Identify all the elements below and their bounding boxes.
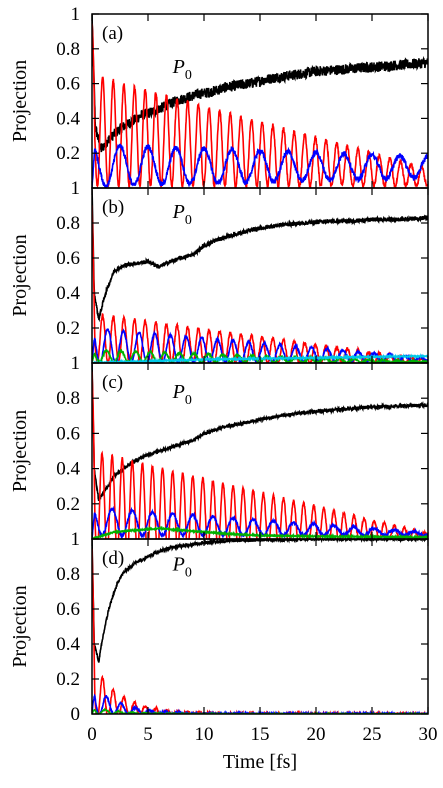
y-tick-label: 0.6 (56, 599, 80, 620)
series-line-1 (92, 539, 428, 663)
series-line-3 (92, 505, 428, 539)
p0-annotation: P0 (172, 554, 192, 581)
series-line-2 (92, 548, 428, 714)
y-tick-label: 0.4 (56, 634, 80, 655)
panel-label: (b) (102, 197, 124, 218)
panel-a: 1 0.2 0.4 0.6 0.8 1 Projection (a) P0 (9, 4, 429, 199)
x-tick-label: 25 (363, 724, 382, 745)
x-tick-label: 5 (143, 724, 153, 745)
plot-frame (91, 362, 429, 540)
y-tick-label: 0 (71, 704, 81, 725)
y-tick-label: 1 (71, 529, 81, 550)
y-tick-label: 0.6 (56, 74, 80, 95)
series-line-3 (92, 143, 428, 188)
p0-subscript: 0 (185, 213, 192, 228)
y-axis-title: Projection (9, 585, 31, 667)
y-tick-label: 0.8 (56, 213, 80, 234)
panel-label: (c) (102, 372, 123, 393)
panel-label: (d) (102, 548, 124, 569)
p0-annotation: P0 (172, 56, 192, 83)
series-line-1 (92, 363, 428, 501)
y-tick-label: 0.4 (56, 459, 80, 480)
panel-d: 0 0.2 0.4 0.6 0.8 0 5 10 15 20 25 30 Projection Time … (9, 538, 438, 773)
y-tick-label: 0.8 (56, 564, 80, 585)
plot-frame (91, 538, 429, 715)
series-line-1 (92, 189, 428, 323)
y-tick-label: 0.4 (56, 283, 80, 304)
x-tick-label: 20 (307, 724, 326, 745)
y-tick-label: 0.8 (56, 388, 80, 409)
x-tick-label: 0 (87, 724, 97, 745)
y-tick-label: 0.8 (56, 39, 80, 60)
series-line-2 (92, 23, 428, 188)
y-tick-label: 1 (71, 4, 81, 25)
p0-subscript: 0 (185, 566, 192, 581)
y-tick-label: 0.2 (56, 143, 80, 164)
x-tick-label: 15 (251, 724, 270, 745)
p0-annotation: P0 (172, 381, 192, 408)
y-tick-label: 0.4 (56, 108, 80, 129)
y-tick-label: 0.6 (56, 248, 80, 269)
series-line-1 (92, 14, 428, 153)
p0-subscript: 0 (185, 68, 192, 83)
x-tick-label: 30 (419, 724, 438, 745)
panel-label: (a) (102, 23, 123, 44)
y-tick-label: 0.2 (56, 669, 80, 690)
x-axis-title: Time [fs] (223, 751, 297, 773)
panel-b: 1 0.2 0.4 0.6 0.8 Projection (b) P0 (9, 187, 429, 374)
y-axis-title: Projection (9, 410, 31, 492)
p0-annotation: P0 (172, 201, 192, 228)
y-tick-label: 0.6 (56, 423, 80, 444)
y-tick-label: 1 (71, 178, 81, 199)
y-tick-label: 1 (71, 353, 81, 374)
p0-subscript: 0 (185, 393, 192, 408)
y-axis-title: Projection (9, 60, 31, 142)
x-tick-label: 10 (195, 724, 214, 745)
y-axis-title: Projection (9, 234, 31, 316)
panel-c: 1 0.2 0.4 0.6 0.8 Projection (c) P0 (9, 362, 429, 550)
y-tick-label: 0.2 (56, 494, 80, 515)
y-tick-label: 0.2 (56, 318, 80, 339)
